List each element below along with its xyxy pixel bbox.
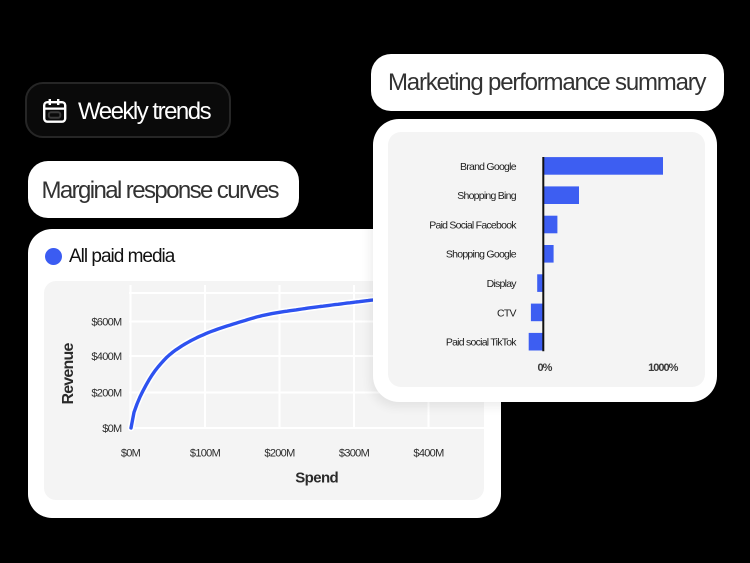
svg-text:Brand Google: Brand Google [460, 161, 517, 173]
svg-text:$200M: $200M [91, 388, 122, 400]
svg-text:$300M: $300M [339, 447, 370, 459]
svg-text:0%: 0% [538, 362, 553, 374]
svg-text:$0M: $0M [121, 447, 141, 459]
svg-text:Spend: Spend [295, 470, 338, 487]
svg-text:$0M: $0M [102, 423, 122, 435]
svg-text:CTV: CTV [497, 307, 516, 319]
svg-text:$400M: $400M [413, 447, 444, 459]
svg-text:Paid Social Facebook: Paid Social Facebook [429, 219, 517, 231]
svg-text:Shopping Google: Shopping Google [446, 249, 517, 261]
svg-text:Display: Display [487, 278, 518, 290]
svg-text:$400M: $400M [91, 351, 122, 363]
svg-text:$100M: $100M [190, 447, 221, 459]
svg-text:Revenue: Revenue [60, 343, 77, 405]
svg-text:Shopping Bing: Shopping Bing [457, 190, 516, 202]
svg-text:$600M: $600M [91, 317, 122, 329]
svg-text:Paid social TikTok: Paid social TikTok [446, 337, 517, 349]
svg-text:$200M: $200M [264, 447, 295, 459]
svg-text:1000%: 1000% [648, 362, 678, 374]
